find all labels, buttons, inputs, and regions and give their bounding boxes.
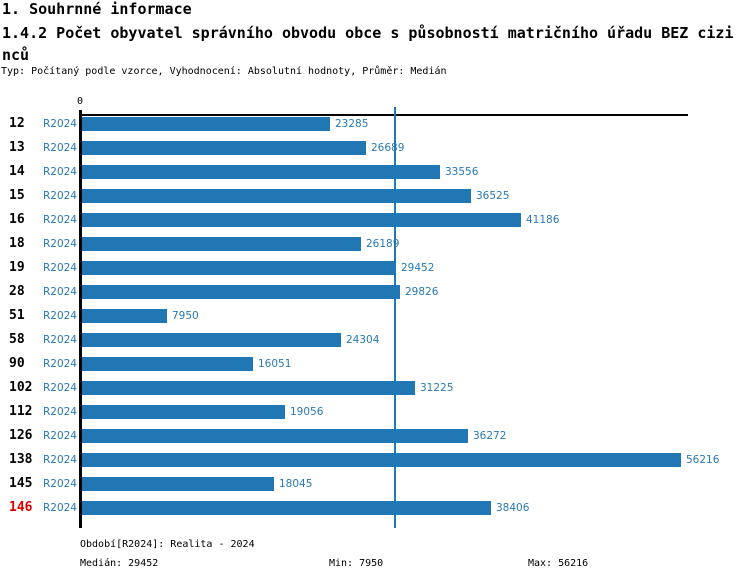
- row-period-label: R2024: [42, 430, 77, 442]
- row-period-label: R2024: [42, 238, 77, 250]
- row-number-label: 13: [9, 140, 25, 155]
- row-period-label: R2024: [42, 478, 77, 490]
- value-bar: [82, 141, 366, 155]
- chart-row: 145 R2024 18045: [0, 477, 750, 491]
- row-period-label: R2024: [42, 190, 77, 202]
- row-period-label: R2024: [42, 142, 77, 154]
- bar-value-label: 41186: [526, 214, 560, 226]
- report-meta-line: Typ: Počítaný podle vzorce, Vyhodnocení:…: [1, 66, 447, 77]
- row-period-label: R2024: [42, 358, 77, 370]
- bar-value-label: 23285: [335, 118, 369, 130]
- row-number-label: 18: [9, 236, 25, 251]
- section-title: 1. Souhrnné informace: [2, 0, 192, 18]
- value-bar: [82, 429, 468, 443]
- value-bar: [82, 213, 521, 227]
- row-period-label: R2024: [42, 382, 77, 394]
- value-bar: [82, 237, 361, 251]
- bar-value-label: 16051: [258, 358, 292, 370]
- row-number-label: 19: [9, 260, 25, 275]
- bar-value-label: 26189: [366, 238, 400, 250]
- bar-value-label: 29826: [405, 286, 439, 298]
- median-stat: Medián: 29452: [80, 558, 159, 569]
- row-period-label: R2024: [42, 166, 77, 178]
- value-bar: [82, 117, 330, 131]
- value-bar: [82, 381, 415, 395]
- value-bar: [82, 357, 253, 371]
- value-bar: [82, 405, 285, 419]
- bar-value-label: 31225: [420, 382, 454, 394]
- row-number-label: 58: [9, 332, 25, 347]
- chart-row: 18 R2024 26189: [0, 237, 750, 251]
- row-number-label: 28: [9, 284, 25, 299]
- bar-value-label: 36525: [476, 190, 510, 202]
- bar-value-label: 56216: [686, 454, 720, 466]
- bar-value-label: 7950: [172, 310, 199, 322]
- bar-value-label: 36272: [473, 430, 507, 442]
- x-axis-zero-label: 0: [76, 96, 84, 107]
- value-bar: [82, 501, 491, 515]
- chart-row: 13 R2024 26689: [0, 141, 750, 155]
- value-bar: [82, 189, 471, 203]
- value-bar: [82, 309, 167, 323]
- chart-row: 28 R2024 29826: [0, 285, 750, 299]
- row-period-label: R2024: [42, 310, 77, 322]
- row-period-label: R2024: [42, 454, 77, 466]
- row-period-label: R2024: [42, 286, 77, 298]
- median-line: [394, 107, 396, 528]
- min-stat: Min: 7950: [329, 558, 384, 569]
- row-period-label: R2024: [42, 406, 77, 418]
- bar-value-label: 18045: [279, 478, 313, 490]
- row-number-label: 112: [9, 404, 33, 419]
- row-period-label: R2024: [42, 502, 77, 514]
- row-number-label: 102: [9, 380, 33, 395]
- bar-value-label: 19056: [290, 406, 324, 418]
- chart-row: 126 R2024 36272: [0, 429, 750, 443]
- chart-row: 102 R2024 31225: [0, 381, 750, 395]
- value-bar: [82, 477, 274, 491]
- value-bar: [82, 453, 681, 467]
- row-period-label: R2024: [42, 214, 77, 226]
- row-number-label: 138: [9, 452, 33, 467]
- value-bar: [82, 333, 341, 347]
- value-bar: [82, 285, 400, 299]
- chart-row: 58 R2024 24304: [0, 333, 750, 347]
- bar-value-label: 38406: [496, 502, 530, 514]
- chart-row: 19 R2024 29452: [0, 261, 750, 275]
- bar-value-label: 33556: [445, 166, 479, 178]
- period-legend: Období[R2024]: Realita - 2024: [80, 539, 255, 550]
- row-number-label: 51: [9, 308, 25, 323]
- indicator-title: 1.4.2 Počet obyvatel správního obvodu ob…: [2, 24, 734, 64]
- row-number-label: 126: [9, 428, 33, 443]
- chart-row: 51 R2024 7950: [0, 309, 750, 323]
- bar-value-label: 29452: [401, 262, 435, 274]
- x-axis-line: [79, 114, 688, 116]
- y-axis-line: [79, 110, 82, 528]
- row-number-label: 12: [9, 116, 25, 131]
- value-bar: [82, 165, 440, 179]
- max-stat: Max: 56216: [528, 558, 589, 569]
- row-period-label: R2024: [42, 334, 77, 346]
- chart-row: 112 R2024 19056: [0, 405, 750, 419]
- bar-value-label: 26689: [371, 142, 405, 154]
- chart-row: 146 R2024 38406: [0, 501, 750, 515]
- chart-row: 12 R2024 23285: [0, 117, 750, 131]
- row-period-label: R2024: [42, 118, 77, 130]
- row-number-label: 14: [9, 164, 25, 179]
- row-number-label: 16: [9, 212, 25, 227]
- chart-row: 16 R2024 41186: [0, 213, 750, 227]
- chart-row: 14 R2024 33556: [0, 165, 750, 179]
- chart-row: 138 R2024 56216: [0, 453, 750, 467]
- value-bar: [82, 261, 396, 275]
- chart-row: 90 R2024 16051: [0, 357, 750, 371]
- row-period-label: R2024: [42, 262, 77, 274]
- row-number-label: 145: [9, 476, 33, 491]
- row-number-label: 146: [9, 500, 33, 515]
- row-number-label: 90: [9, 356, 25, 371]
- row-number-label: 15: [9, 188, 25, 203]
- bar-value-label: 24304: [346, 334, 380, 346]
- chart-row: 15 R2024 36525: [0, 189, 750, 203]
